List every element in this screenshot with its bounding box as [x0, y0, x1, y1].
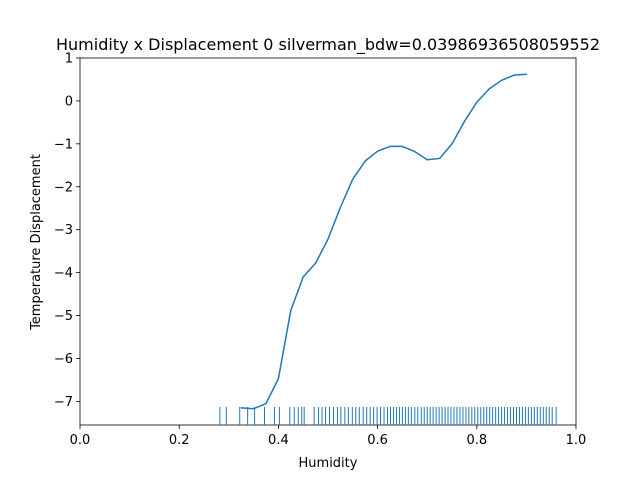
y-tick-label: 1	[65, 52, 73, 67]
x-tick-label: 0.8	[466, 433, 487, 448]
y-tick-label: −7	[54, 395, 73, 410]
axes-frame	[79, 57, 577, 426]
x-tick-label: 0.0	[70, 433, 91, 448]
plot-background	[80, 58, 576, 425]
x-axis: 0.0 0.2 0.4 0.6 0.8 1.0	[70, 425, 587, 448]
chart-title: Humidity x Displacement 0 silverman_bdw=…	[56, 35, 600, 55]
x-axis-title: Humidity	[299, 456, 358, 471]
y-tick-label: −2	[54, 180, 73, 195]
series-group	[240, 73, 528, 410]
y-tick-label: −5	[54, 309, 73, 324]
x-tick-label: 1.0	[566, 433, 587, 448]
x-tick-label: 0.4	[268, 433, 289, 448]
y-tick-label: −4	[54, 266, 73, 281]
y-tick-label: −6	[54, 352, 73, 367]
plot-area	[79, 57, 577, 426]
rug-marks	[219, 406, 557, 425]
y-axis: −7 −6 −5 −4 −3 −2 −1 0 1	[54, 52, 80, 410]
series-line	[240, 73, 528, 410]
y-tick-label: 0	[65, 94, 73, 109]
y-tick-label: −3	[54, 223, 73, 238]
y-tick-label: −1	[54, 137, 73, 152]
y-axis-title: Temperature Displacement	[29, 154, 44, 331]
x-tick-label: 0.2	[169, 433, 190, 448]
x-tick-label: 0.6	[367, 433, 388, 448]
